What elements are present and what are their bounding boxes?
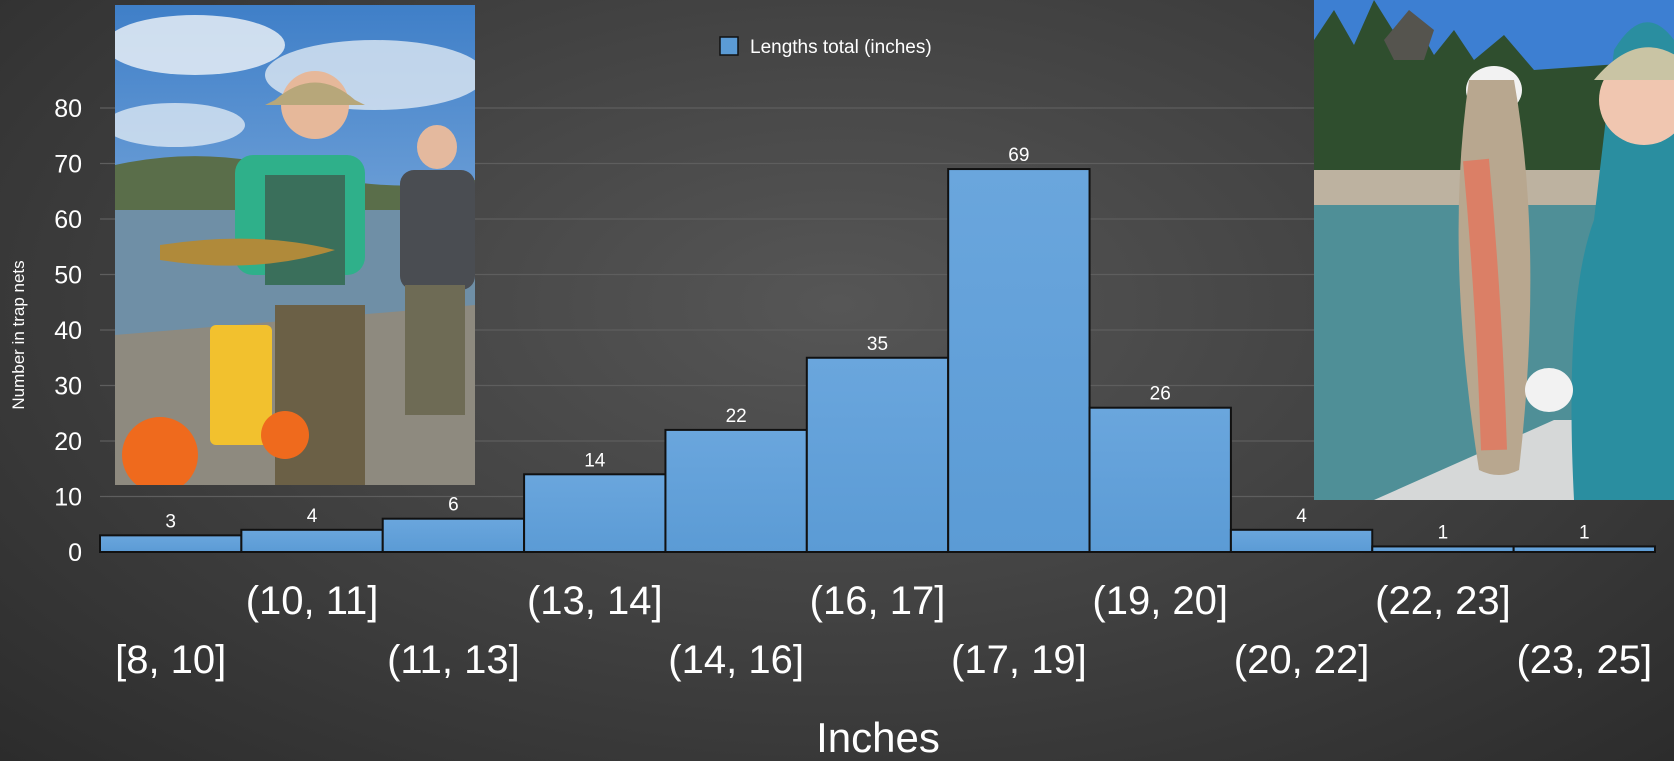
histogram-bar (1088, 406, 1232, 554)
x-tick-label: (13, 14] (527, 579, 663, 623)
x-tick-label: (14, 16] (668, 638, 804, 682)
x-tick-label: (10, 11] (246, 579, 379, 623)
bar-data-label: 14 (584, 450, 606, 471)
histogram-bar (664, 428, 808, 553)
histogram-bar (805, 356, 950, 553)
histogram-bar (1371, 545, 1515, 554)
bar-data-label: 22 (726, 406, 747, 427)
y-tick-label: 70 (54, 151, 82, 179)
histogram-bar (523, 473, 667, 553)
y-tick-label: 0 (68, 539, 82, 567)
y-tick-label: 40 (54, 317, 82, 345)
x-tick-label: (22, 23] (1375, 579, 1511, 623)
photo-two-people-holding-trout-icon (115, 5, 475, 485)
y-axis-title: Number in trap nets (9, 260, 28, 409)
histogram-bar (1229, 528, 1374, 553)
bar-data-label: 1 (1579, 522, 1590, 543)
bar-data-label: 35 (867, 334, 888, 355)
x-tick-label: (23, 25] (1516, 638, 1652, 682)
histogram-bar (1512, 545, 1656, 554)
photo-person-holding-rainbow-trout-icon (1314, 0, 1674, 500)
bar-data-label: 3 (165, 511, 176, 532)
bar-data-label: 26 (1150, 384, 1171, 405)
y-tick-label: 20 (54, 428, 82, 456)
x-tick-label: (17, 19] (951, 638, 1087, 682)
legend-swatch (719, 36, 739, 56)
bar-data-label: 1 (1438, 522, 1449, 543)
y-tick-label: 80 (54, 95, 82, 123)
bar-data-label: 4 (307, 506, 318, 527)
y-tick-label: 50 (54, 262, 82, 290)
histogram-bar (381, 517, 526, 554)
x-tick-label: (16, 17] (810, 579, 946, 623)
x-tick-label: (19, 20] (1092, 579, 1228, 623)
bar-data-label: 6 (448, 495, 459, 516)
bar-data-label: 4 (1296, 506, 1307, 527)
fish-photo-right (1314, 0, 1674, 500)
histogram-bar (99, 534, 243, 553)
histogram-bar (240, 528, 384, 553)
x-axis-title: Inches (816, 714, 940, 761)
fish-photo-left (115, 5, 475, 485)
legend-label: Lengths total (inches) (750, 37, 932, 58)
y-tick-label: 10 (54, 484, 82, 512)
y-tick-label: 30 (54, 373, 82, 401)
histogram-bar (947, 168, 1091, 554)
x-tick-label: [8, 10] (115, 638, 226, 682)
x-tick-label: (20, 22] (1234, 638, 1370, 682)
y-tick-label: 60 (54, 206, 82, 234)
x-tick-label: (11, 13] (387, 638, 520, 682)
bar-data-label: 69 (1008, 145, 1029, 166)
